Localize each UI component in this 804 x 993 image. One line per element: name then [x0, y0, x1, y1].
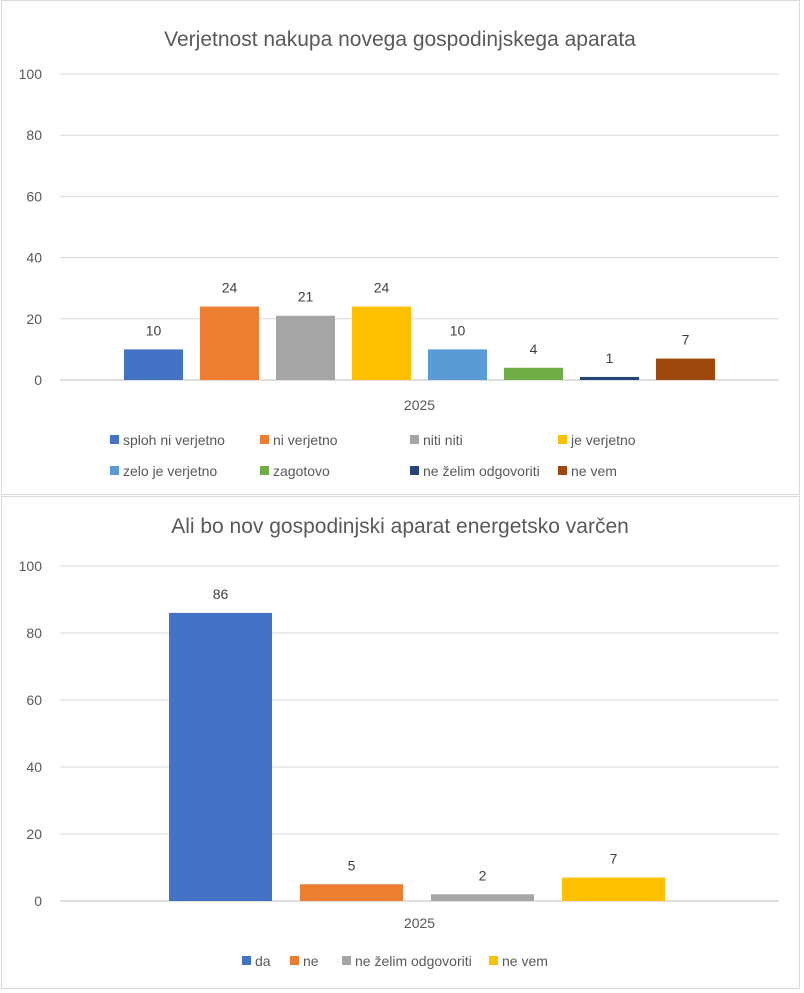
chart-title: Verjetnost nakupa novega gospodinjskega …: [164, 28, 636, 51]
legend-label: da: [255, 953, 271, 969]
data-label: 86: [213, 586, 229, 602]
y-tick-label: 0: [34, 372, 42, 388]
chart-panel-2: Ali bo nov gospodinjski aparat energetsk…: [1, 496, 800, 989]
legend-swatch: [110, 466, 119, 475]
data-label: 7: [610, 851, 618, 867]
x-category-label: 2025: [404, 915, 435, 931]
chart-2: Ali bo nov gospodinjski aparat energetsk…: [19, 515, 779, 969]
bar-niti-niti: [276, 315, 335, 380]
data-label: 2: [479, 867, 487, 883]
chart-panel-1: Verjetnost nakupa novega gospodinjskega …: [1, 0, 800, 495]
bar-ni-verjetno: [200, 306, 259, 380]
x-category-label: 2025: [404, 397, 435, 413]
bar-ne-vem: [656, 358, 715, 380]
bar-ne: [300, 884, 403, 901]
y-tick-label: 20: [26, 826, 42, 842]
chart-1: Verjetnost nakupa novega gospodinjskega …: [19, 28, 779, 479]
legend-swatch: [342, 956, 351, 965]
y-tick-label: 40: [26, 759, 42, 775]
legend-label: ne: [303, 953, 319, 969]
legend-label: sploh ni verjetno: [123, 432, 225, 448]
y-tick-label: 60: [26, 188, 42, 204]
y-tick-label: 20: [26, 311, 42, 327]
bar-da: [169, 612, 272, 901]
y-tick-label: 0: [34, 893, 42, 909]
data-label: 7: [682, 332, 690, 348]
legend-swatch: [110, 435, 119, 444]
legend-swatch: [410, 435, 419, 444]
legend-label: ne želim odgovoriti: [355, 953, 472, 969]
legend-label: zelo je verjetno: [123, 463, 217, 479]
y-tick-label: 80: [26, 625, 42, 641]
bar-je-verjetno: [352, 306, 411, 380]
bar-zelo-je-verjetno: [428, 349, 487, 380]
legend-label: ni verjetno: [273, 432, 338, 448]
y-tick-label: 100: [19, 558, 43, 574]
y-tick-label: 40: [26, 250, 42, 266]
legend-swatch: [489, 956, 498, 965]
data-label: 21: [298, 289, 314, 305]
legend-swatch: [290, 956, 299, 965]
legend-label: ne vem: [502, 953, 548, 969]
y-tick-label: 100: [19, 66, 43, 82]
legend-label: ne vem: [571, 463, 617, 479]
data-label: 10: [146, 322, 162, 338]
legend-swatch: [558, 466, 567, 475]
bar-zagotovo: [504, 367, 563, 380]
y-tick-label: 60: [26, 692, 42, 708]
bar-ne-želim-odgovoriti: [431, 894, 534, 901]
bar-sploh-ni-verjetno: [124, 349, 183, 380]
data-label: 10: [450, 322, 466, 338]
legend-swatch: [260, 466, 269, 475]
legend-label: zagotovo: [273, 463, 330, 479]
legend-label: je verjetno: [570, 432, 636, 448]
data-label: 5: [348, 857, 356, 873]
bar-ne-vem: [562, 877, 665, 901]
data-label: 4: [530, 341, 538, 357]
legend-swatch: [410, 466, 419, 475]
y-tick-label: 80: [26, 127, 42, 143]
legend-swatch: [260, 435, 269, 444]
chart-title: Ali bo nov gospodinjski aparat energetsk…: [171, 515, 629, 538]
data-label: 24: [222, 280, 238, 296]
data-label: 24: [374, 280, 390, 296]
legend-label: ne želim odgovoriti: [423, 463, 540, 479]
legend-swatch: [558, 435, 567, 444]
bar-ne-želim-odgovoriti: [580, 376, 639, 380]
data-label: 1: [606, 350, 614, 366]
legend-swatch: [242, 956, 251, 965]
legend-label: niti niti: [423, 432, 463, 448]
